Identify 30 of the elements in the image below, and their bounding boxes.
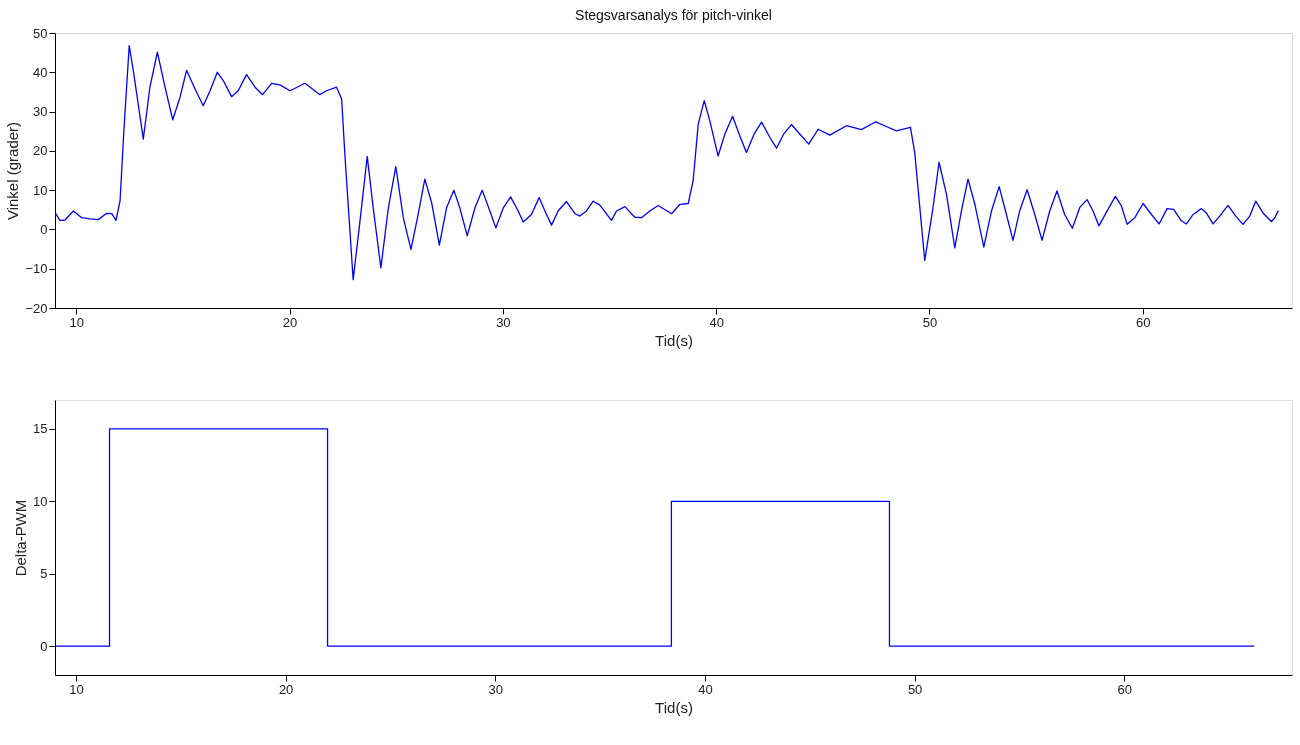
x-tick-label: 60 xyxy=(1117,681,1133,697)
y-axis-title: Delta-PWM xyxy=(12,499,30,577)
line-series xyxy=(55,44,1279,281)
x-tick-label: 20 xyxy=(278,681,294,697)
y-tick-label: 5 xyxy=(40,566,48,582)
y-tick-label: 30 xyxy=(33,104,48,120)
x-tick-label: 10 xyxy=(69,314,85,330)
chart-title: Stegsvarsanalys för pitch-vinkel xyxy=(575,7,772,23)
y-tick-label: −20 xyxy=(25,300,48,316)
x-tick-label: 20 xyxy=(282,314,298,330)
y-tick-label: 15 xyxy=(33,421,48,437)
x-tick-label: 10 xyxy=(69,681,84,697)
x-tick-label: 50 xyxy=(922,314,938,330)
x-tick-label: 60 xyxy=(1135,314,1151,330)
x-tick-label: 40 xyxy=(709,314,724,330)
y-tick-label: 40 xyxy=(33,64,48,80)
y-tick-label: 0 xyxy=(40,638,48,654)
y-tick-label: −10 xyxy=(25,261,48,277)
y-axis-title: Vinkel (grader) xyxy=(4,121,22,221)
y-tick-label: 0 xyxy=(40,221,48,237)
y-tick-label: 20 xyxy=(33,143,48,159)
x-tick-label: 30 xyxy=(496,314,511,330)
x-axis-title: Tid(s) xyxy=(655,698,693,716)
x-tick-label: 40 xyxy=(698,681,713,697)
y-tick-label: 10 xyxy=(33,493,48,509)
x-tick-label: 30 xyxy=(488,681,504,697)
x-axis-title: Tid(s) xyxy=(655,331,693,349)
x-tick-label: 50 xyxy=(907,681,923,697)
y-tick-label: 50 xyxy=(33,25,48,41)
y-tick-label: 10 xyxy=(33,182,48,198)
